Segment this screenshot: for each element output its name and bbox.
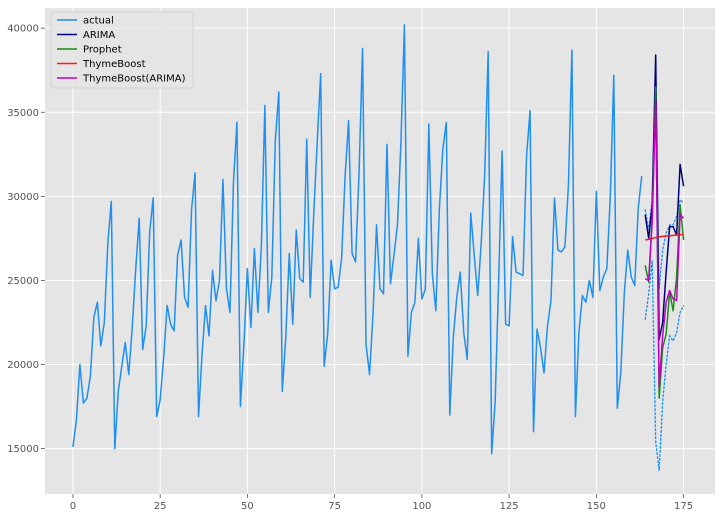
legend: actual ARIMA Prophet ThymeBoost ThymeBoost(A…	[50, 11, 194, 89]
y-axis-ticks: 15000 20000 25000 30000 35000 40000	[7, 24, 45, 455]
x-tick-label: 75	[328, 501, 341, 512]
x-tick-label: 0	[70, 501, 76, 512]
band-lower-line-0	[644, 260, 685, 471]
x-tick-label: 25	[154, 501, 167, 512]
x-tick-label: 150	[587, 501, 606, 512]
y-tick-label: 35000	[7, 108, 39, 119]
series-lines	[72, 24, 685, 455]
x-tick-label: 100	[412, 501, 431, 512]
series-line-thymeboost-arima	[644, 99, 685, 388]
y-tick-label: 15000	[7, 444, 39, 455]
legend-label-thymeboost: ThymeBoost	[82, 59, 146, 70]
x-tick-label: 125	[500, 501, 519, 512]
series-line-actual	[72, 24, 643, 455]
y-tick-label: 20000	[7, 360, 39, 371]
legend-label-actual: actual	[83, 16, 114, 27]
x-tick-label: 175	[674, 501, 693, 512]
legend-label-prophet: Prophet	[83, 45, 122, 56]
legend-label-arima: ARIMA	[83, 30, 115, 41]
legend-label-thymeboost-arima: ThymeBoost(ARIMA)	[82, 74, 186, 85]
x-axis-ticks: 0 25 50 75 100 125 150 175	[70, 494, 693, 512]
y-tick-label: 40000	[7, 24, 39, 35]
y-tick-label: 25000	[7, 276, 39, 287]
legend-box	[50, 11, 194, 89]
y-tick-label: 30000	[7, 192, 39, 203]
x-tick-label: 50	[241, 501, 254, 512]
series-line-arima	[644, 54, 685, 341]
